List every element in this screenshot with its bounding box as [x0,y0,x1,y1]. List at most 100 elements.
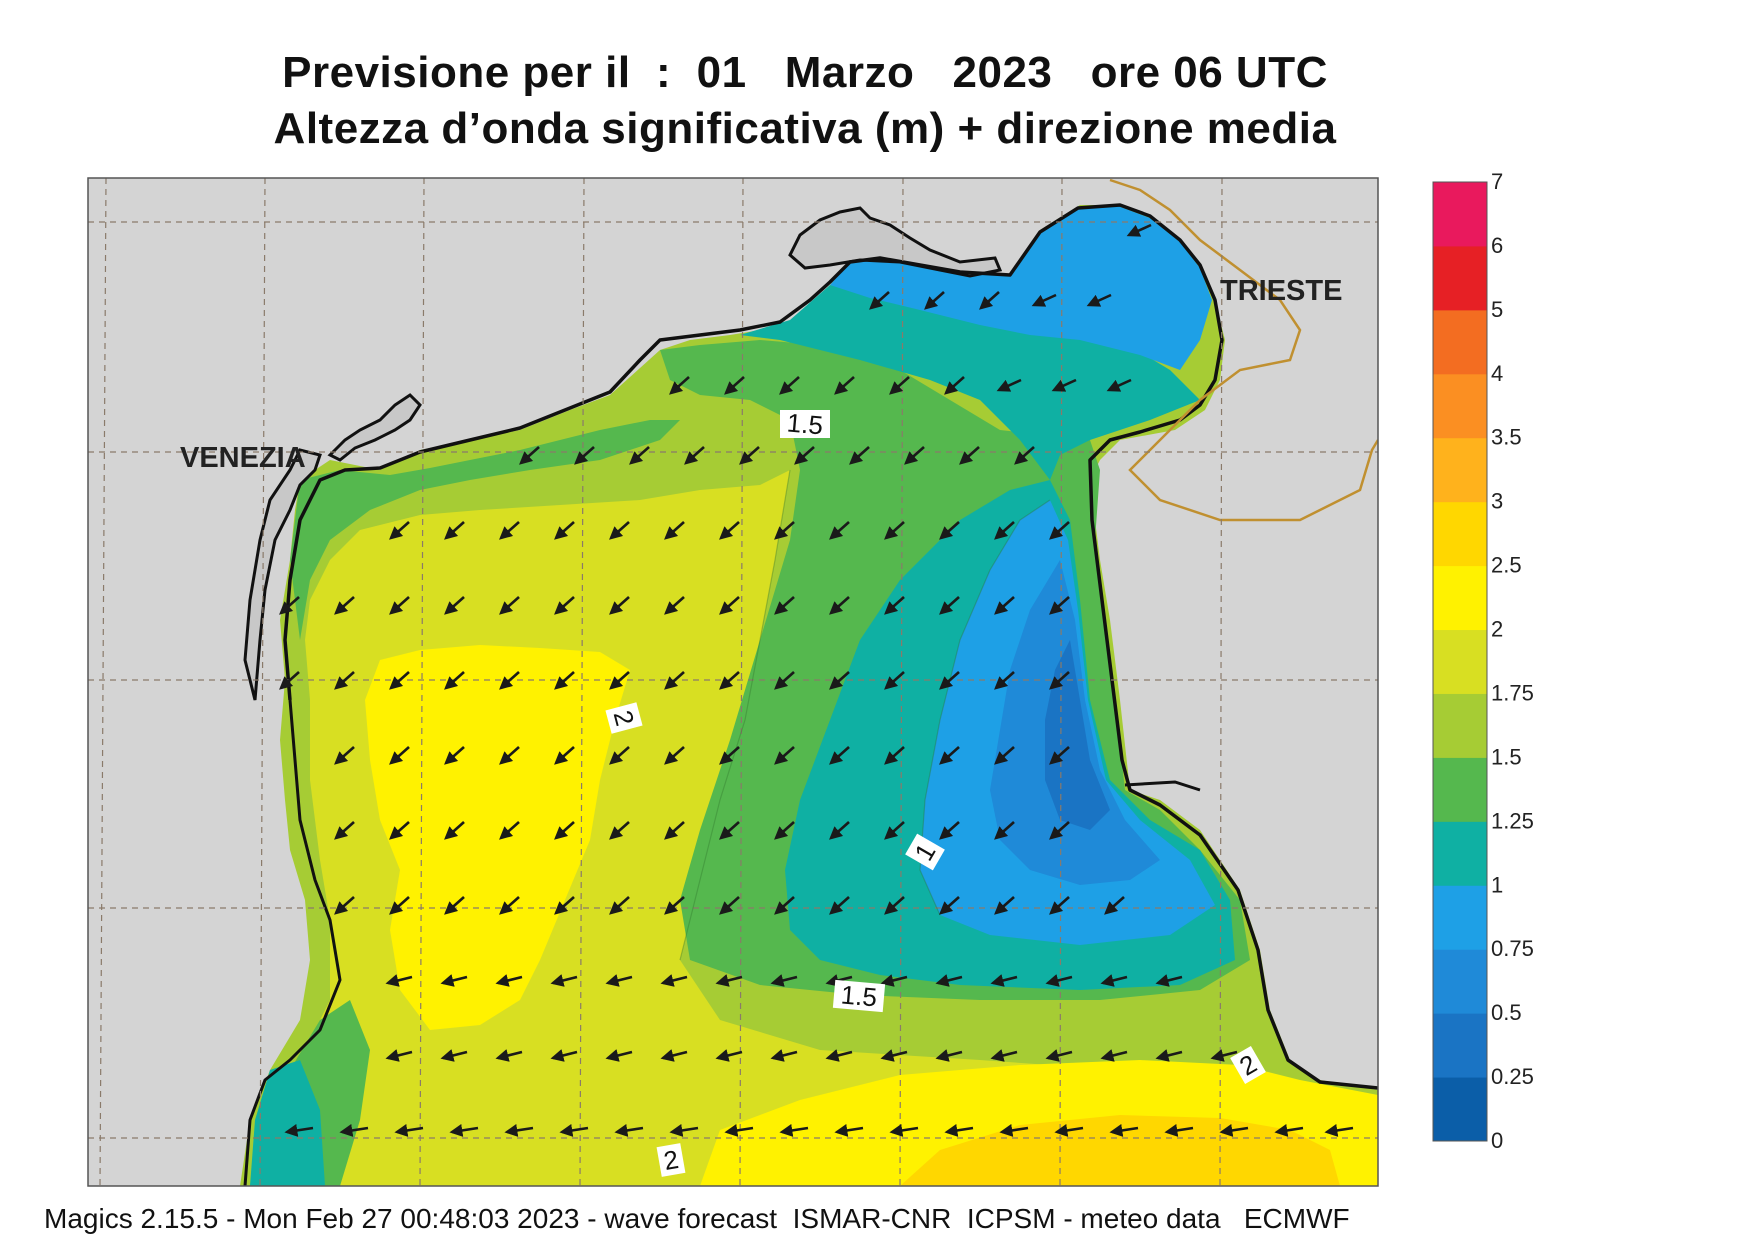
wave-arrow [444,521,465,540]
wave-arrow [719,821,740,840]
wave-arrow [849,446,870,465]
wave-arrow [770,974,798,987]
wave-arrow [385,1049,413,1062]
wave-arrow [499,596,520,615]
wave-arrow [979,291,1000,310]
wave-arrow [779,1123,809,1137]
wave-arrow [719,596,740,615]
wave-arrow [935,1049,963,1062]
wave-arrow [444,746,465,765]
wave-arrow [1164,1123,1194,1137]
colorbar-swatch [1433,629,1487,694]
colorbar-swatch [1433,373,1487,439]
wave-arrow [994,596,1015,615]
wave-arrow [1086,293,1112,307]
wave-arrow [774,671,795,690]
wave-arrow [904,446,925,465]
wave-arrow [774,896,795,915]
colorbar-tick-label: 0.25 [1491,1064,1534,1089]
wave-arrow [605,1049,633,1062]
wave-arrow [389,596,410,615]
wave-zone-1 [740,285,1200,480]
wave-arrow [334,596,355,615]
wave-arrow [1210,1049,1238,1062]
wave-arrow [664,746,685,765]
wave-arrow [1049,596,1070,615]
wave-arrow [550,974,578,987]
wave-arrow [724,1123,754,1137]
wave-arrow [794,446,815,465]
wave-arrow [660,974,688,987]
wave-arrow [884,896,905,915]
wave-arrow [559,1123,589,1137]
wave-arrow [609,746,630,765]
wave-zone-1-sw [250,1060,325,1186]
colorbar-tick-label: 0.5 [1491,1000,1522,1025]
wave-arrow [1049,896,1070,915]
wave-arrow [869,291,890,310]
wave-arrow [939,746,960,765]
national-border [1109,178,1378,522]
wave-arrow [884,821,905,840]
wave-arrow [825,974,853,987]
wave-arrow [444,596,465,615]
wave-arrow [1274,1123,1304,1137]
wave-arrow [554,521,575,540]
wave-arrow [334,821,355,840]
wave-arrow [1155,974,1183,987]
wave-arrow [1054,1123,1084,1137]
wave-arrow [1324,1123,1354,1137]
wave-arrow [669,376,690,395]
footer-credits: Magics 2.15.5 - Mon Feb 27 00:48:03 2023… [44,1203,1350,1234]
wave-arrow [609,821,630,840]
wave-arrow [939,596,960,615]
wave-arrow [829,671,850,690]
wave-arrow [990,974,1018,987]
wave-arrow [1106,378,1132,392]
colorbar-swatch [1433,1077,1487,1142]
wave-arrow [774,821,795,840]
wave-arrow [880,974,908,987]
wave-arrow [724,376,745,395]
wave-arrow [1109,1123,1139,1137]
wave-arrow [664,896,685,915]
wave-arrow [279,671,300,690]
wave-arrow [829,821,850,840]
wave-arrow [554,821,575,840]
wave-arrow [614,1123,644,1137]
wave-arrow [440,974,468,987]
wave-zone-1-25-west [290,420,680,640]
wave-arrow [939,671,960,690]
wave-arrow [1155,1049,1183,1062]
wave-arrow [444,671,465,690]
colorbar-legend: 0 0.25 0.5 0.75 1 1.25 1.5 1.75 2 2.5 3 3.5 4 5 6 7 [1432,169,1534,1153]
graticule [88,178,1378,1186]
wave-arrow [889,1123,919,1137]
wave-arrow [884,671,905,690]
wave-arrow [669,1123,699,1137]
wave-arrow [994,896,1015,915]
colorbar-tick-label: 2 [1491,617,1503,642]
coastline [283,203,1378,1090]
wave-arrow [440,1049,468,1062]
wave-arrow [334,896,355,915]
wave-arrow [834,376,855,395]
wave-arrow [939,521,960,540]
wave-arrow [715,974,743,987]
place-label-venezia: VENEZIA [180,442,306,474]
wave-arrow [825,1049,853,1062]
svg-text:1.5: 1.5 [840,979,879,1012]
wave-arrow [1031,293,1057,307]
colorbar-swatch [1433,693,1487,758]
colorbar-tick-label: 0 [1491,1128,1503,1153]
colorbar-swatch [1433,565,1487,631]
wave-arrow [994,821,1015,840]
wave-arrow [829,596,850,615]
wave-arrow [554,746,575,765]
wave-arrow [389,671,410,690]
wave-arrow [629,446,650,465]
wave-arrow [499,521,520,540]
wave-arrow [1100,1049,1128,1062]
contour-label: 1.5 [832,979,886,1013]
wave-arrow [889,376,910,395]
